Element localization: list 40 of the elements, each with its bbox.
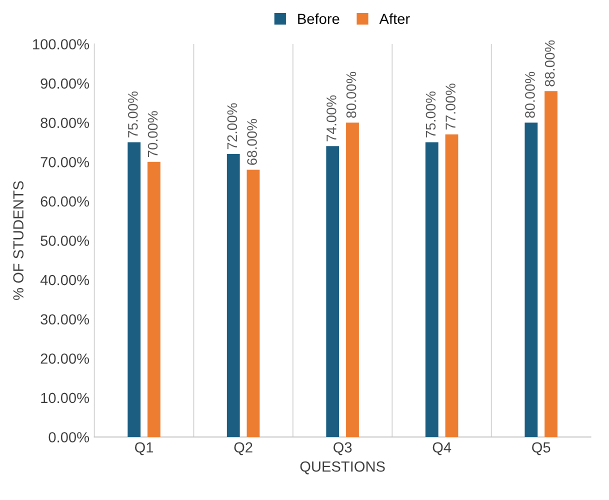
bar bbox=[326, 146, 340, 437]
data-label: 72.00% bbox=[227, 103, 238, 150]
y-tick-label: 0.00% bbox=[48, 432, 90, 442]
x-tick-label: Q3 bbox=[334, 442, 352, 456]
data-label: 80.00% bbox=[346, 72, 356, 118]
y-tick-label: 90.00% bbox=[40, 78, 90, 89]
bar bbox=[346, 122, 359, 437]
y-tick-label: 100.00% bbox=[33, 39, 90, 50]
bar bbox=[425, 142, 438, 437]
y-tick-label: 70.00% bbox=[40, 157, 90, 168]
bar bbox=[128, 142, 141, 437]
bar bbox=[226, 154, 240, 437]
y-tick-label: 30.00% bbox=[40, 314, 90, 325]
data-label: 74.00% bbox=[326, 95, 336, 142]
x-tick-label: Q2 bbox=[234, 442, 252, 456]
data-label: 70.00% bbox=[148, 111, 158, 158]
data-label: 80.00% bbox=[525, 72, 535, 118]
x-tick-label: Q5 bbox=[532, 442, 550, 456]
x-tick-label: Q4 bbox=[432, 442, 452, 456]
data-label: 75.00% bbox=[128, 91, 138, 138]
bar bbox=[148, 162, 160, 437]
legend-label: Before bbox=[298, 13, 340, 24]
data-label: 77.00% bbox=[446, 84, 456, 130]
bar bbox=[246, 170, 260, 437]
y-tick-label: 60.00% bbox=[40, 196, 90, 207]
y-tick-label: 50.00% bbox=[40, 236, 90, 246]
legend-label: After bbox=[379, 13, 410, 24]
bar bbox=[524, 122, 538, 437]
bar bbox=[544, 91, 558, 437]
y-tick-label: 80.00% bbox=[40, 118, 90, 128]
bar bbox=[445, 134, 458, 437]
x-tick-label: Q1 bbox=[134, 442, 154, 456]
data-label: 88.00% bbox=[544, 40, 555, 86]
y-tick-label: 40.00% bbox=[40, 274, 90, 286]
y-tick-label: 20.00% bbox=[40, 354, 90, 364]
data-label: 75.00% bbox=[426, 91, 436, 138]
data-label: 68.00% bbox=[247, 118, 257, 165]
y-axis-title: % OF STUDENTS bbox=[13, 181, 24, 300]
x-axis-title: QUESTIONS bbox=[300, 461, 385, 474]
y-tick-label: 10.00% bbox=[41, 392, 90, 404]
